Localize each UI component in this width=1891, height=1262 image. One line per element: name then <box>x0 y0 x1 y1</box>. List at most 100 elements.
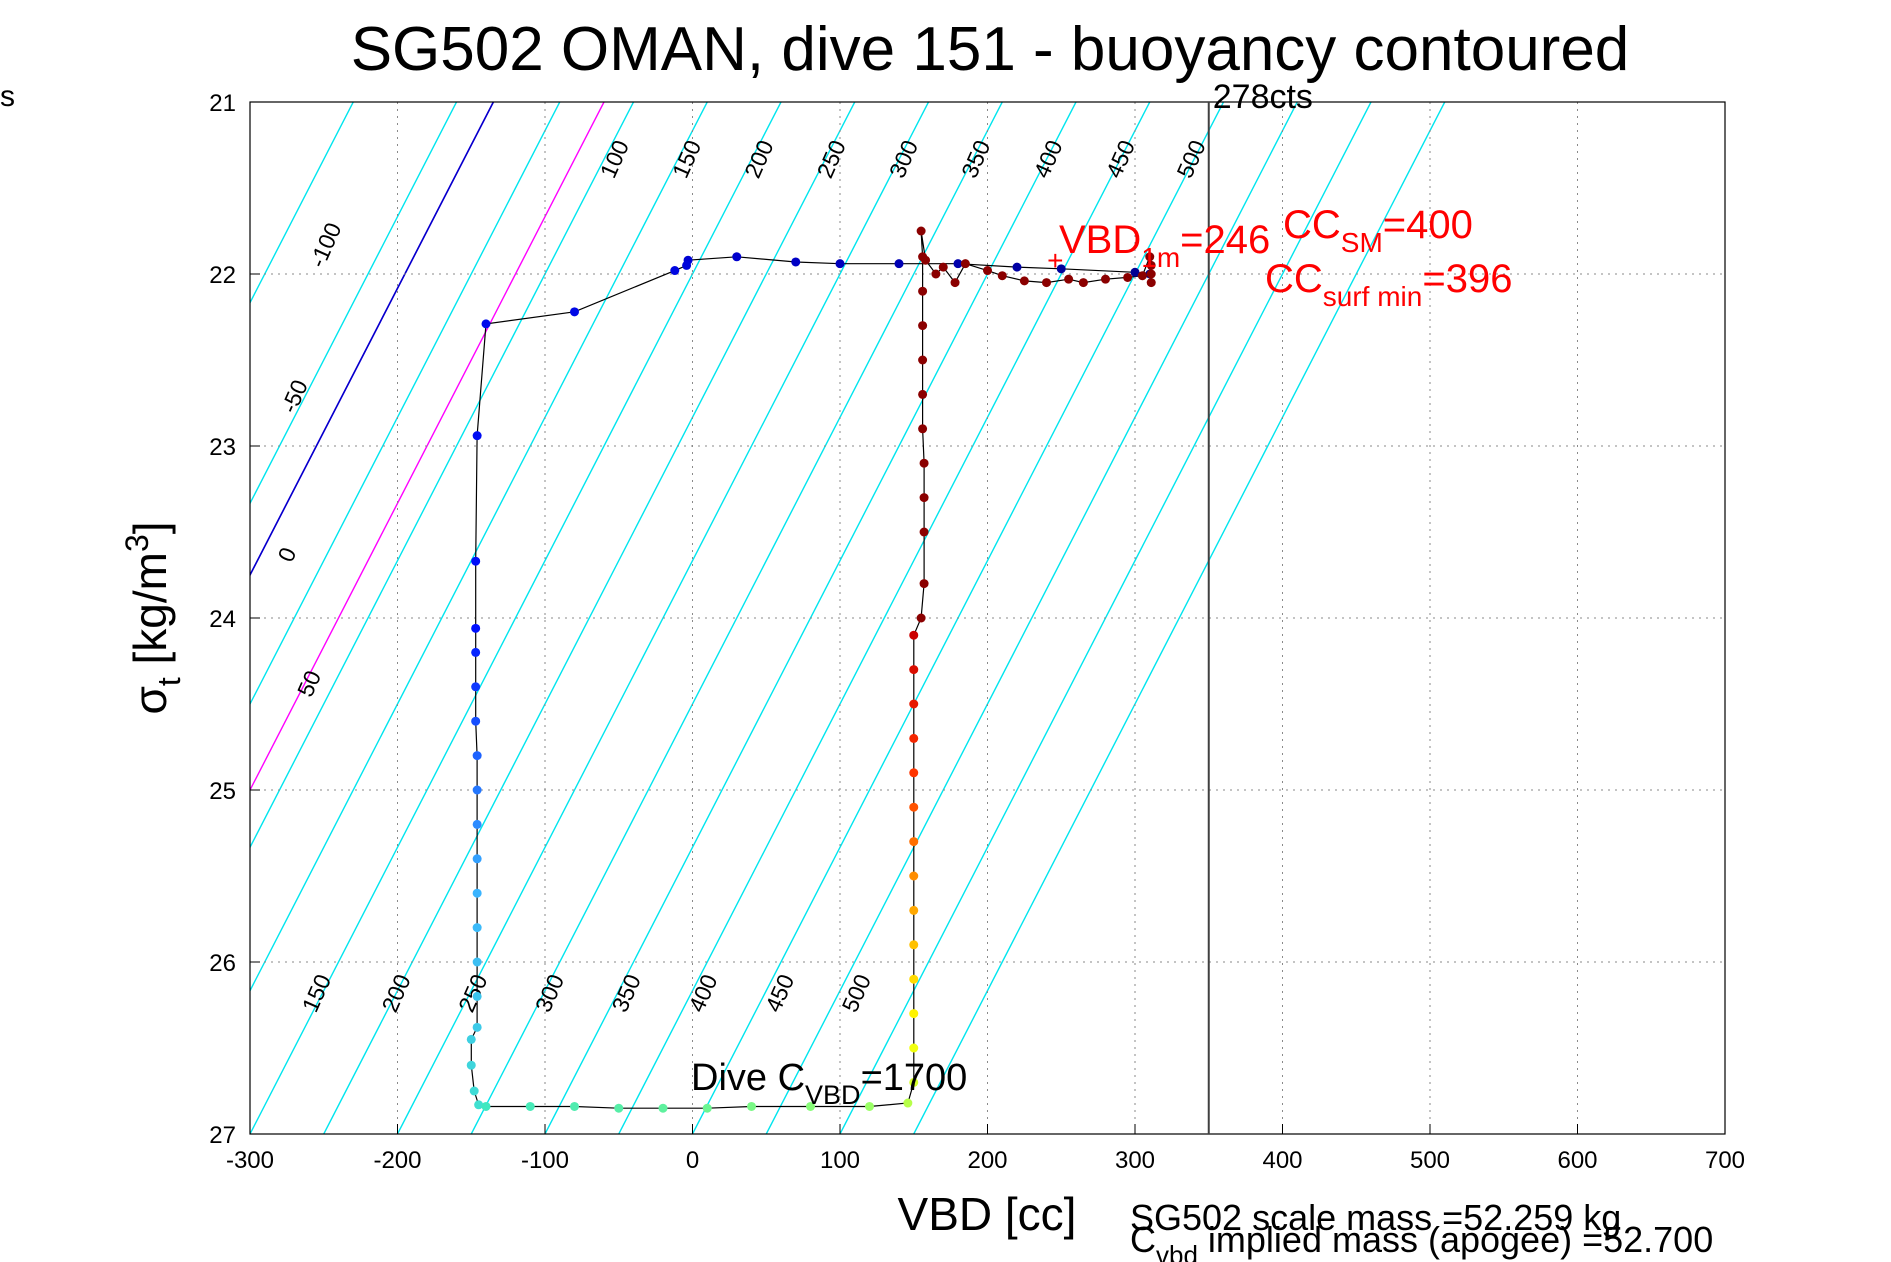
data-point <box>918 424 928 434</box>
data-point <box>658 1103 668 1113</box>
contour-label: 200 <box>739 136 778 182</box>
data-point <box>670 266 680 276</box>
data-point <box>471 682 481 692</box>
contour-label: 300 <box>884 136 923 182</box>
data-point <box>471 556 481 566</box>
data-point <box>732 252 742 262</box>
data-point <box>471 623 481 633</box>
data-point <box>1042 278 1051 288</box>
data-point <box>909 974 919 984</box>
data-point <box>903 1098 913 1108</box>
data-point <box>1146 260 1156 270</box>
data-point <box>469 1086 479 1096</box>
footer-implied-sub: vbd <box>1156 1240 1198 1262</box>
dive-cvbd-sub: VBD <box>805 1080 861 1110</box>
y-axis-ticks: 21 22 23 24 25 26 27 <box>209 90 260 1149</box>
cc-sm-value: =400 <box>1383 203 1473 247</box>
x-tick-label: 0 <box>686 1147 699 1174</box>
dive-traces <box>466 226 1156 1113</box>
y-axis-label-unit: [kg/m <box>124 552 176 677</box>
data-point <box>1123 272 1133 282</box>
data-point <box>1145 252 1155 262</box>
x-tick-label: 500 <box>1410 1147 1450 1174</box>
data-point <box>960 259 970 269</box>
data-point <box>931 269 941 279</box>
data-point <box>909 733 919 743</box>
contour-label: 450 <box>760 970 799 1016</box>
contour-label: 500 <box>1171 136 1210 182</box>
data-point <box>919 579 929 589</box>
data-point <box>909 1043 919 1053</box>
contour-label: 50 <box>292 667 326 701</box>
contour-label: 150 <box>667 136 706 182</box>
data-point <box>953 259 963 269</box>
data-point <box>472 923 482 933</box>
data-point <box>1019 276 1029 286</box>
data-point <box>909 905 919 915</box>
x-tick-label: 700 <box>1705 1147 1745 1174</box>
data-point <box>570 307 579 317</box>
contour-label: 400 <box>1028 136 1067 182</box>
x-tick-label: 300 <box>1115 1147 1155 1174</box>
data-point <box>614 1103 624 1113</box>
vbd-1m-annotation: VBD1m=246 <box>1059 218 1270 273</box>
data-point <box>1012 262 1022 272</box>
data-point <box>916 226 926 236</box>
contour-label: 100 <box>595 136 634 182</box>
data-point <box>865 1101 874 1111</box>
contour-label: -50 <box>276 376 313 417</box>
cc-sm-annotation: CCSM=400 <box>1283 203 1473 258</box>
data-point <box>791 257 801 267</box>
data-point <box>472 431 482 441</box>
data-point <box>909 802 919 812</box>
data-point <box>919 527 929 537</box>
data-point <box>481 1101 491 1111</box>
data-point <box>472 1022 482 1032</box>
y-axis-label-close: ] <box>124 521 176 534</box>
data-point <box>938 262 948 272</box>
data-point <box>1078 278 1088 288</box>
contour-line-cyan <box>618 102 1151 1134</box>
contour-label: 250 <box>453 970 492 1016</box>
contour-line-cyan <box>250 102 458 505</box>
dive-cvbd-annotation: Dive CVBD=1700 <box>691 1057 967 1110</box>
y-axis-label-sub: t <box>151 677 187 686</box>
y-axis-label: σt [kg/m3] <box>119 521 187 714</box>
y-tick-label: 27 <box>209 1122 236 1149</box>
vbd-1m-base: VBD <box>1059 218 1141 262</box>
chart-title: SG502 OMAN, dive 151 - buoyancy contoure… <box>351 15 1630 84</box>
footer-scale-mass: SG502 scale mass =52.259 kg <box>1130 1197 1621 1238</box>
data-point <box>918 389 928 399</box>
data-point <box>474 1100 484 1110</box>
data-point <box>909 1009 919 1019</box>
cc-surf-value: =396 <box>1422 257 1512 301</box>
data-point <box>1101 274 1110 284</box>
data-point <box>997 271 1007 281</box>
data-point <box>472 819 482 829</box>
data-point <box>919 493 929 503</box>
data-point <box>747 1101 756 1111</box>
x-tick-label: 600 <box>1557 1147 1597 1174</box>
data-point <box>472 991 482 1001</box>
footer-implied-value: implied mass (apogee) =52.700 <box>1198 1219 1713 1260</box>
data-point <box>466 1060 476 1070</box>
data-point <box>1146 278 1156 288</box>
top-left-fragment: s <box>0 80 15 113</box>
data-point <box>909 837 919 847</box>
data-point <box>1146 269 1156 279</box>
data-point <box>909 940 919 950</box>
y-axis-label-sup: 3 <box>119 534 155 552</box>
data-point <box>472 785 482 795</box>
data-point <box>1130 267 1140 277</box>
data-point <box>909 1077 919 1087</box>
data-point <box>702 1103 712 1113</box>
vbd-1m-marker: + <box>1047 245 1063 276</box>
cc-surf-annotation: CCsurf min=396 <box>1265 257 1512 312</box>
data-point <box>919 458 929 468</box>
y-tick-label: 22 <box>209 262 236 289</box>
data-point <box>918 286 928 296</box>
dive-cvbd-value: =1700 <box>861 1057 968 1099</box>
y-tick-label: 23 <box>209 434 236 461</box>
data-point <box>983 266 992 276</box>
contour-label: 200 <box>376 970 415 1016</box>
